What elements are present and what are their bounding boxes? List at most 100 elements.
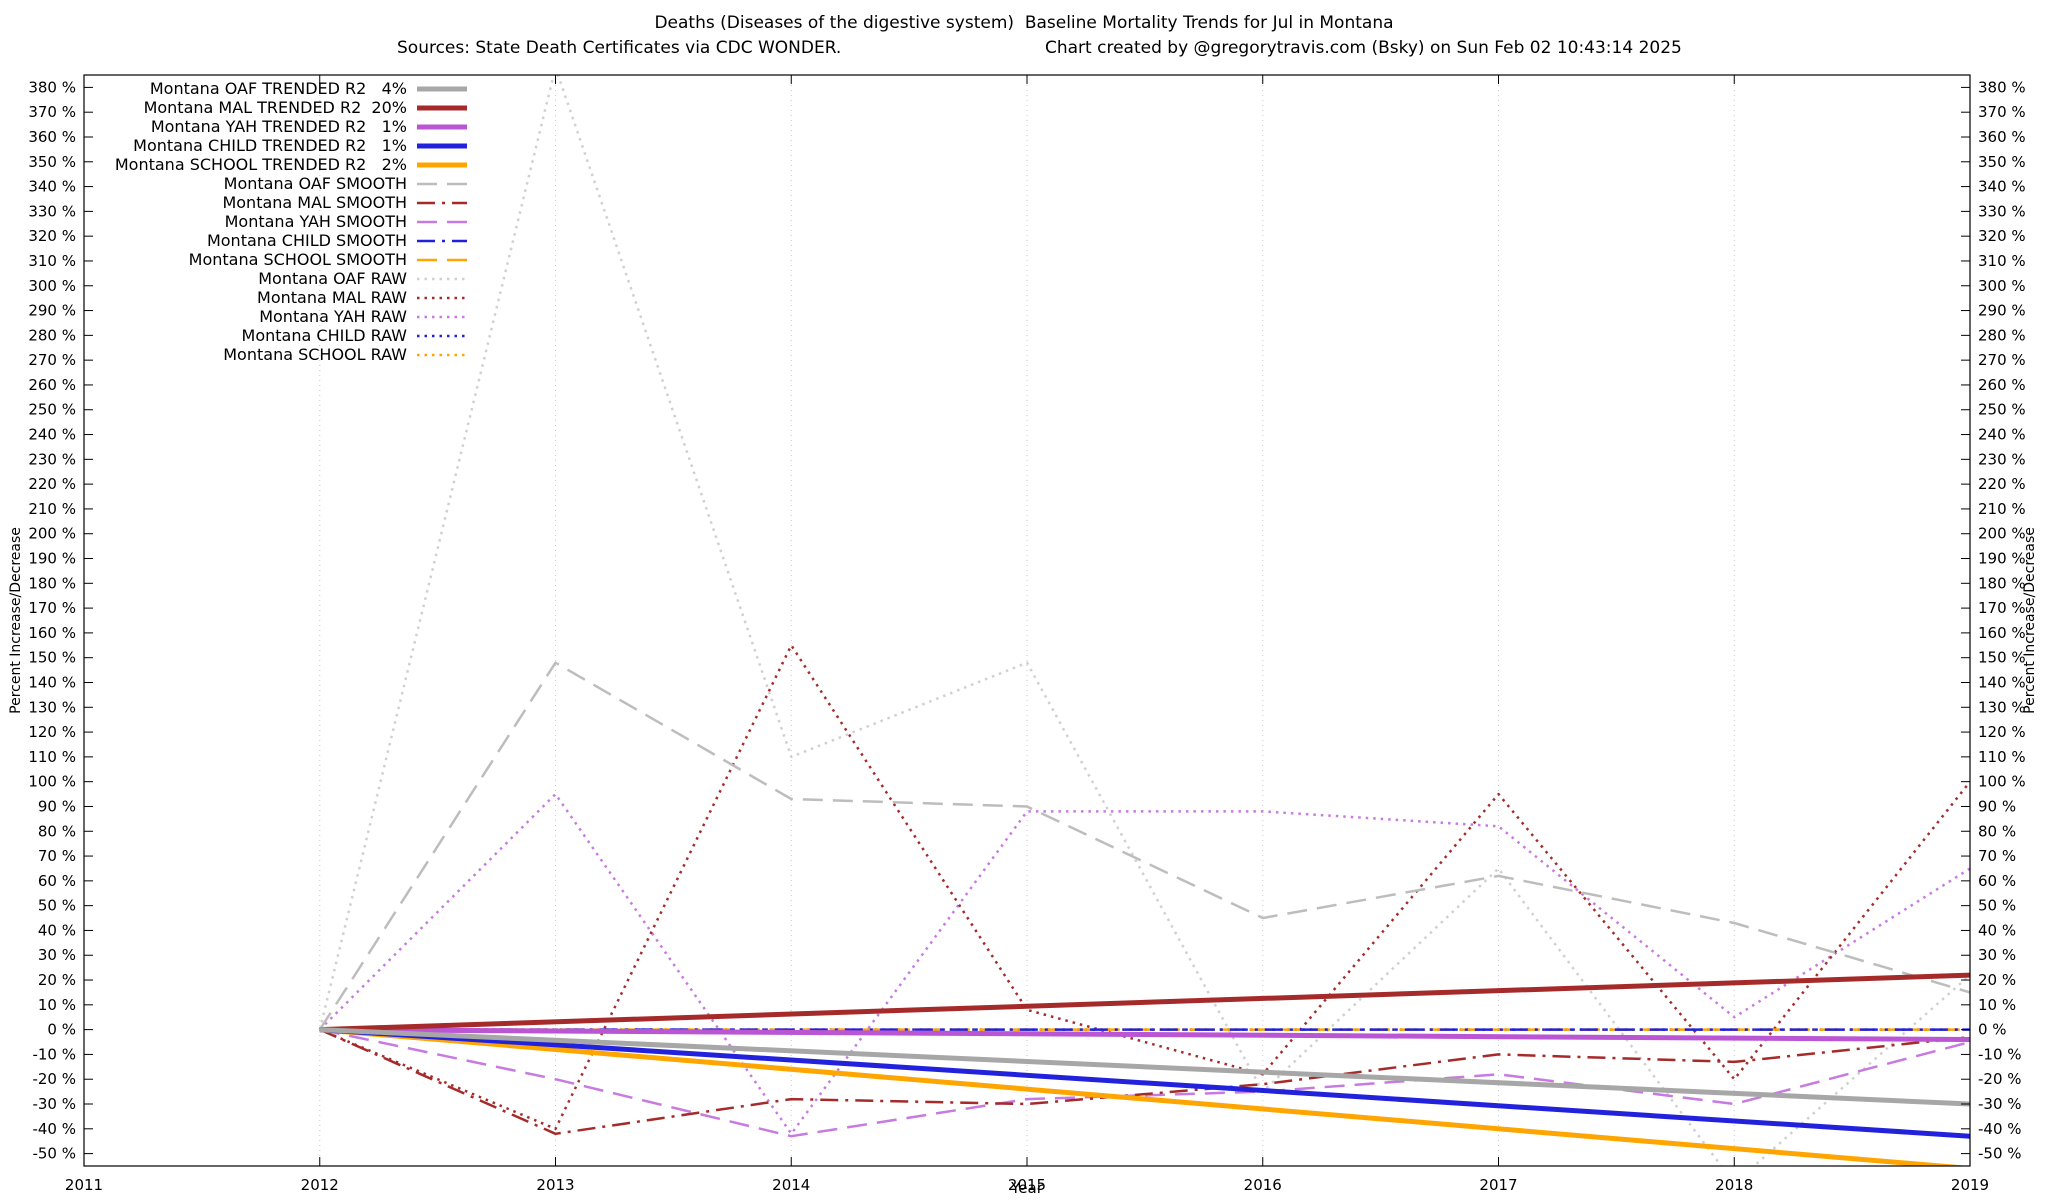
chart-source-note: Sources: State Death Certificates via CD…: [397, 38, 842, 58]
svg-text:220 %: 220 %: [28, 475, 76, 493]
svg-text:30 %: 30 %: [38, 946, 76, 964]
x-axis-ticks: 2011 2012 2013 2014 2015 2016 2017 2018 2019: [65, 75, 1989, 1194]
svg-text:90 %: 90 %: [38, 797, 76, 815]
svg-text:350 %: 350 %: [1978, 153, 2026, 171]
svg-text:200 %: 200 %: [1978, 525, 2026, 543]
svg-text:260 %: 260 %: [1978, 376, 2026, 394]
svg-text:2012: 2012: [301, 1176, 339, 1194]
svg-text:330 %: 330 %: [1978, 202, 2026, 220]
svg-text:370 %: 370 %: [1978, 103, 2026, 121]
svg-text:280 %: 280 %: [28, 326, 76, 344]
legend-label: Montana SCHOOL TRENDED R2 2%: [115, 155, 407, 174]
svg-text:2017: 2017: [1479, 1176, 1517, 1194]
chart-title: Deaths (Diseases of the digestive system…: [654, 13, 1394, 33]
svg-text:40 %: 40 %: [38, 921, 76, 939]
svg-text:310 %: 310 %: [28, 252, 76, 270]
chart-credit-note: Chart created by @gregorytravis.com (Bsk…: [1045, 38, 1682, 58]
svg-text:-10 %: -10 %: [1978, 1045, 2022, 1063]
svg-text:210 %: 210 %: [28, 500, 76, 518]
svg-text:90 %: 90 %: [1978, 797, 2016, 815]
svg-text:200 %: 200 %: [28, 525, 76, 543]
y-axis-label-left: Percent Increase/Decrease: [8, 527, 24, 714]
svg-text:250 %: 250 %: [1978, 401, 2026, 419]
svg-text:2018: 2018: [1715, 1176, 1753, 1194]
y-axis-ticks: -50 % -50 % -40 % -40 % -30 % -30 % -20 % -20 %…: [28, 78, 2025, 1162]
legend-label: Montana OAF TRENDED R2 4%: [150, 79, 407, 98]
svg-text:70 %: 70 %: [38, 847, 76, 865]
svg-text:2014: 2014: [772, 1176, 810, 1194]
svg-text:210 %: 210 %: [1978, 500, 2026, 518]
svg-text:-20 %: -20 %: [32, 1070, 76, 1088]
svg-text:240 %: 240 %: [28, 426, 76, 444]
svg-text:360 %: 360 %: [1978, 128, 2026, 146]
series-line-6: [319, 1028, 1970, 1136]
svg-text:-40 %: -40 %: [1978, 1120, 2022, 1138]
svg-text:120 %: 120 %: [1978, 723, 2026, 741]
svg-text:-50 %: -50 %: [1978, 1145, 2022, 1163]
svg-text:220 %: 220 %: [1978, 475, 2026, 493]
svg-text:130 %: 130 %: [1978, 698, 2026, 716]
svg-text:240 %: 240 %: [1978, 426, 2026, 444]
svg-text:70 %: 70 %: [1978, 847, 2016, 865]
svg-text:80 %: 80 %: [1978, 822, 2016, 840]
svg-text:2019: 2019: [1951, 1176, 1989, 1194]
legend-label: Montana CHILD RAW: [242, 326, 408, 345]
svg-text:0 %: 0 %: [47, 1021, 76, 1039]
svg-text:380 %: 380 %: [1978, 78, 2026, 96]
series-line-0: [319, 1027, 1970, 1107]
legend-label: Montana MAL SMOOTH: [222, 193, 407, 212]
svg-text:60 %: 60 %: [38, 872, 76, 890]
svg-text:-20 %: -20 %: [1978, 1070, 2022, 1088]
svg-text:30 %: 30 %: [1978, 946, 2016, 964]
legend: Montana OAF TRENDED R2 4%Montana MAL TRE…: [115, 79, 467, 364]
svg-text:2011: 2011: [65, 1176, 103, 1194]
svg-text:100 %: 100 %: [28, 773, 76, 791]
svg-text:290 %: 290 %: [28, 302, 76, 320]
series-line-4: [319, 1027, 1970, 1166]
legend-label: Montana OAF SMOOTH: [224, 174, 407, 193]
svg-text:370 %: 370 %: [28, 103, 76, 121]
svg-text:160 %: 160 %: [28, 624, 76, 642]
svg-text:260 %: 260 %: [28, 376, 76, 394]
svg-text:180 %: 180 %: [28, 574, 76, 592]
svg-text:280 %: 280 %: [1978, 326, 2026, 344]
svg-text:10 %: 10 %: [38, 996, 76, 1014]
svg-text:10 %: 10 %: [1978, 996, 2016, 1014]
legend-label: Montana CHILD TRENDED R2 1%: [133, 136, 407, 155]
svg-text:20 %: 20 %: [38, 971, 76, 989]
svg-text:340 %: 340 %: [28, 178, 76, 196]
svg-text:170 %: 170 %: [1978, 599, 2026, 617]
svg-text:140 %: 140 %: [28, 673, 76, 691]
svg-text:2013: 2013: [536, 1176, 574, 1194]
svg-text:130 %: 130 %: [28, 698, 76, 716]
svg-text:100 %: 100 %: [1978, 773, 2026, 791]
svg-text:80 %: 80 %: [38, 822, 76, 840]
svg-text:110 %: 110 %: [28, 748, 76, 766]
svg-text:320 %: 320 %: [1978, 227, 2026, 245]
legend-label: Montana YAH TRENDED R2 1%: [151, 117, 407, 136]
series-line-1: [319, 972, 1970, 1033]
y-axis-label-right: Percent Increase/Decrease: [2022, 527, 2038, 714]
svg-text:190 %: 190 %: [28, 550, 76, 568]
svg-text:170 %: 170 %: [28, 599, 76, 617]
svg-text:140 %: 140 %: [1978, 673, 2026, 691]
x-axis-label: Year: [1010, 1179, 1044, 1197]
svg-text:330 %: 330 %: [28, 202, 76, 220]
svg-text:250 %: 250 %: [28, 401, 76, 419]
svg-text:-10 %: -10 %: [32, 1045, 76, 1063]
svg-text:2015: 2015: [1008, 1176, 1046, 1194]
svg-text:150 %: 150 %: [28, 649, 76, 667]
svg-text:270 %: 270 %: [28, 351, 76, 369]
svg-text:2016: 2016: [1244, 1176, 1282, 1194]
legend-label: Montana YAH SMOOTH: [225, 212, 407, 231]
svg-text:50 %: 50 %: [38, 897, 76, 915]
svg-text:230 %: 230 %: [28, 450, 76, 468]
svg-text:180 %: 180 %: [1978, 574, 2026, 592]
svg-text:-30 %: -30 %: [1978, 1095, 2022, 1113]
svg-text:300 %: 300 %: [28, 277, 76, 295]
svg-text:120 %: 120 %: [28, 723, 76, 741]
svg-text:0 %: 0 %: [1978, 1021, 2007, 1039]
svg-text:60 %: 60 %: [1978, 872, 2016, 890]
